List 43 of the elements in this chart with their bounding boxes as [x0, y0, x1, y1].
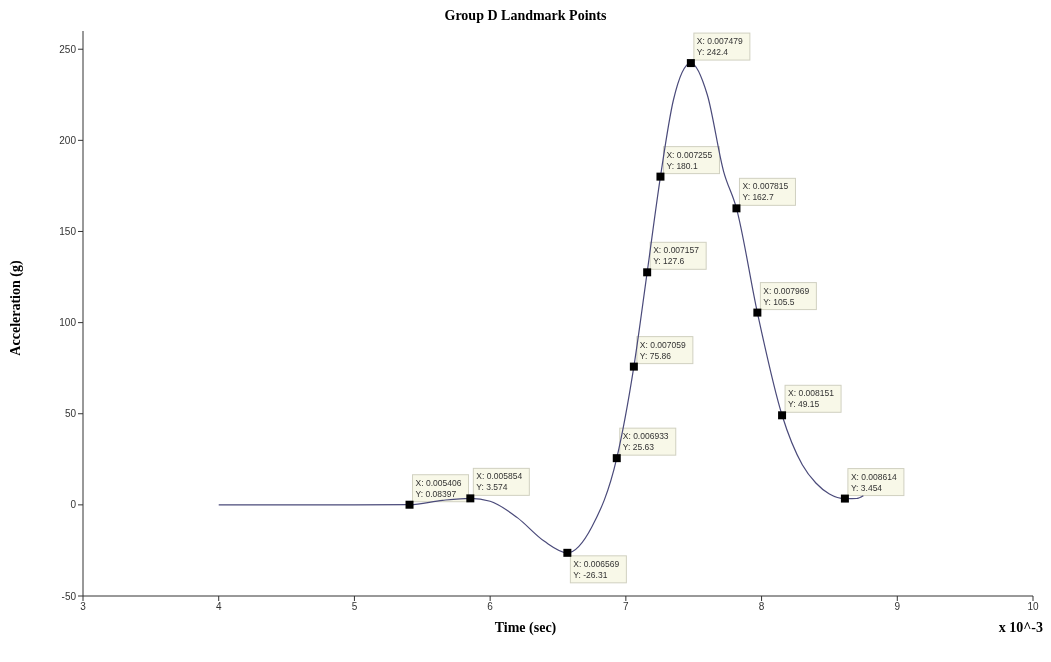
point [778, 411, 787, 420]
point [753, 308, 762, 317]
annotation: X: 0.005854 Y: 3.574 [476, 471, 523, 493]
point [686, 59, 695, 68]
x-tick-label: 5 [351, 601, 358, 613]
annotation: X: 0.008614 Y: 3.454 [850, 471, 898, 493]
annotation: X: 0.007059 Y: 75.86 [639, 339, 686, 361]
point [563, 548, 572, 557]
x-tick-label: 6 [487, 601, 494, 613]
y-tick-label: 50 [64, 408, 77, 420]
point [840, 494, 849, 503]
point [656, 172, 665, 181]
x-tick-label: 9 [894, 601, 901, 613]
x-tick-label: 10 [1027, 601, 1039, 613]
y-tick-label: 100 [59, 317, 77, 329]
annotation: X: 0.006569 Y: -26.31 [573, 558, 620, 580]
annotation: X: 0.007479 Y: 242.4 [696, 36, 743, 58]
text: x 10^-3 [998, 620, 1043, 636]
annotation: X: 0.005406 Y: 0.08397 [415, 477, 462, 499]
y-tick-label: 250 [59, 43, 77, 55]
annotation: X: 0.008151 Y: 49.15 [788, 388, 835, 410]
x-tick-label: 3 [80, 601, 87, 613]
chart-title: Group D Landmark Points [443, 8, 608, 25]
point [466, 494, 475, 503]
point [612, 454, 621, 463]
point [643, 268, 652, 277]
annotation: X: 0.006933 Y: 25.63 [622, 431, 669, 453]
x-tick-label: 4 [215, 601, 222, 613]
y-tick-label: 0 [70, 499, 77, 511]
annotation: X: 0.007969 Y: 105.5 [763, 285, 810, 307]
point [629, 362, 638, 371]
y-tick-label: 150 [59, 226, 77, 238]
y-axis-title: Acceleration (g) [8, 259, 24, 358]
x-tick-label: 7 [623, 601, 630, 613]
annotation: X: 0.007255 Y: 180.1 [666, 149, 713, 171]
x-tick-label: 8 [758, 601, 765, 613]
annotation: X: 0.007815 Y: 162.7 [742, 181, 789, 203]
y-tick-label: -50 [61, 590, 77, 602]
y-tick-label: 200 [59, 134, 77, 146]
point [732, 204, 741, 213]
point [405, 500, 414, 509]
x-axis-title: Time (sec) [494, 620, 557, 635]
annotation: X: 0.007157 Y: 127.6 [653, 245, 700, 267]
